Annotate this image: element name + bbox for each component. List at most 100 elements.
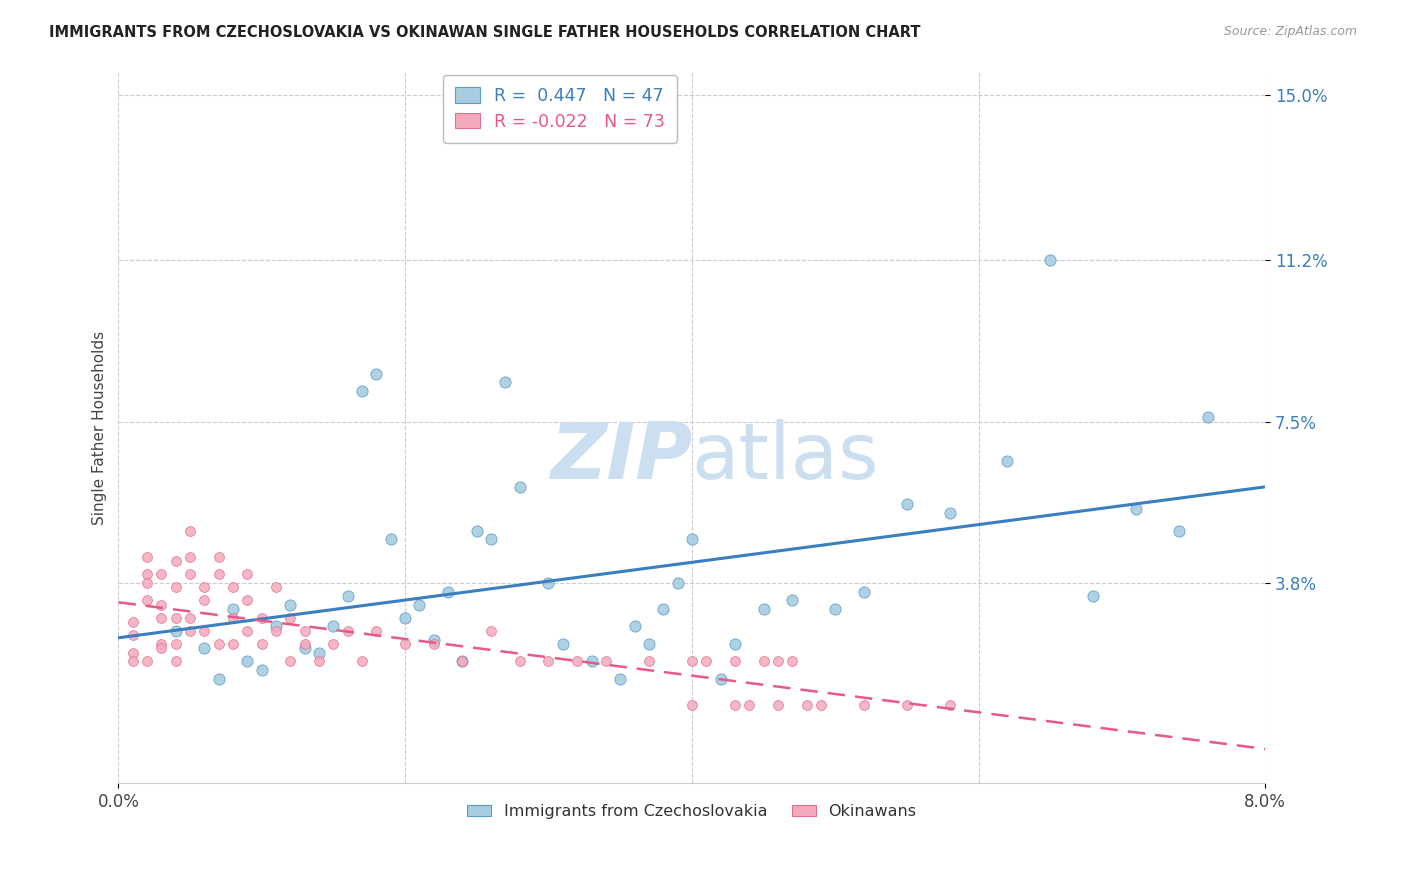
Point [193,641,215,656]
Point [537,654,560,668]
Point [451,654,474,668]
Point [165,580,187,594]
Point [222,580,245,594]
Legend: Immigrants from Czechoslovakia, Okinawans: Immigrants from Czechoslovakia, Okinawan… [461,797,922,825]
Point [193,580,215,594]
Point [766,698,789,712]
Text: ZIP: ZIP [550,418,692,494]
Point [609,672,631,686]
Text: Source: ZipAtlas.com: Source: ZipAtlas.com [1223,25,1357,38]
Point [451,654,474,668]
Point [495,376,517,390]
Point [366,624,388,638]
Point [136,654,159,668]
Point [408,598,430,612]
Text: atlas: atlas [692,418,879,494]
Point [567,654,589,668]
Point [136,575,159,590]
Point [236,567,259,582]
Point [179,524,201,538]
Point [165,611,187,625]
Point [336,589,359,603]
Point [222,637,245,651]
Point [852,584,875,599]
Point [136,549,159,564]
Point [896,698,918,712]
Point [581,654,603,668]
Point [537,575,560,590]
Point [465,524,488,538]
Point [652,602,675,616]
Point [336,624,359,638]
Point [193,624,215,638]
Point [695,654,717,668]
Point [780,593,803,607]
Point [121,615,143,629]
Point [322,637,344,651]
Point [280,598,302,612]
Point [810,698,832,712]
Point [280,654,302,668]
Point [595,654,617,668]
Point [738,698,761,712]
Point [551,637,574,651]
Point [308,654,330,668]
Point [236,593,259,607]
Point [150,598,173,612]
Point [939,698,962,712]
Point [222,611,245,625]
Point [165,624,187,638]
Point [423,632,446,647]
Point [666,575,689,590]
Point [165,554,187,568]
Point [479,533,502,547]
Point [709,672,731,686]
Text: IMMIGRANTS FROM CZECHOSLOVAKIA VS OKINAWAN SINGLE FATHER HOUSEHOLDS CORRELATION : IMMIGRANTS FROM CZECHOSLOVAKIA VS OKINAW… [49,25,921,40]
Point [250,611,273,625]
Point [423,637,446,651]
Point [150,567,173,582]
Point [394,611,416,625]
Point [1083,589,1105,603]
Point [752,602,775,616]
Point [322,619,344,633]
Point [437,584,460,599]
Point [150,611,173,625]
Point [780,654,803,668]
Point [852,698,875,712]
Point [121,654,143,668]
Y-axis label: Single Father Households: Single Father Households [93,331,107,525]
Point [637,654,659,668]
Point [236,624,259,638]
Point [294,624,316,638]
Point [208,567,231,582]
Point [766,654,789,668]
Point [136,567,159,582]
Point [681,533,703,547]
Point [1197,410,1219,425]
Point [208,672,231,686]
Point [824,602,846,616]
Point [121,628,143,642]
Point [752,654,775,668]
Point [352,384,374,398]
Point [150,641,173,656]
Point [264,619,287,633]
Point [179,549,201,564]
Point [150,637,173,651]
Point [896,498,918,512]
Point [681,654,703,668]
Point [796,698,818,712]
Point [1168,524,1191,538]
Point [509,480,531,494]
Point [623,619,645,633]
Point [479,624,502,638]
Point [208,637,231,651]
Point [264,580,287,594]
Point [236,654,259,668]
Point [165,637,187,651]
Point [294,641,316,656]
Point [193,593,215,607]
Point [724,654,747,668]
Point [136,593,159,607]
